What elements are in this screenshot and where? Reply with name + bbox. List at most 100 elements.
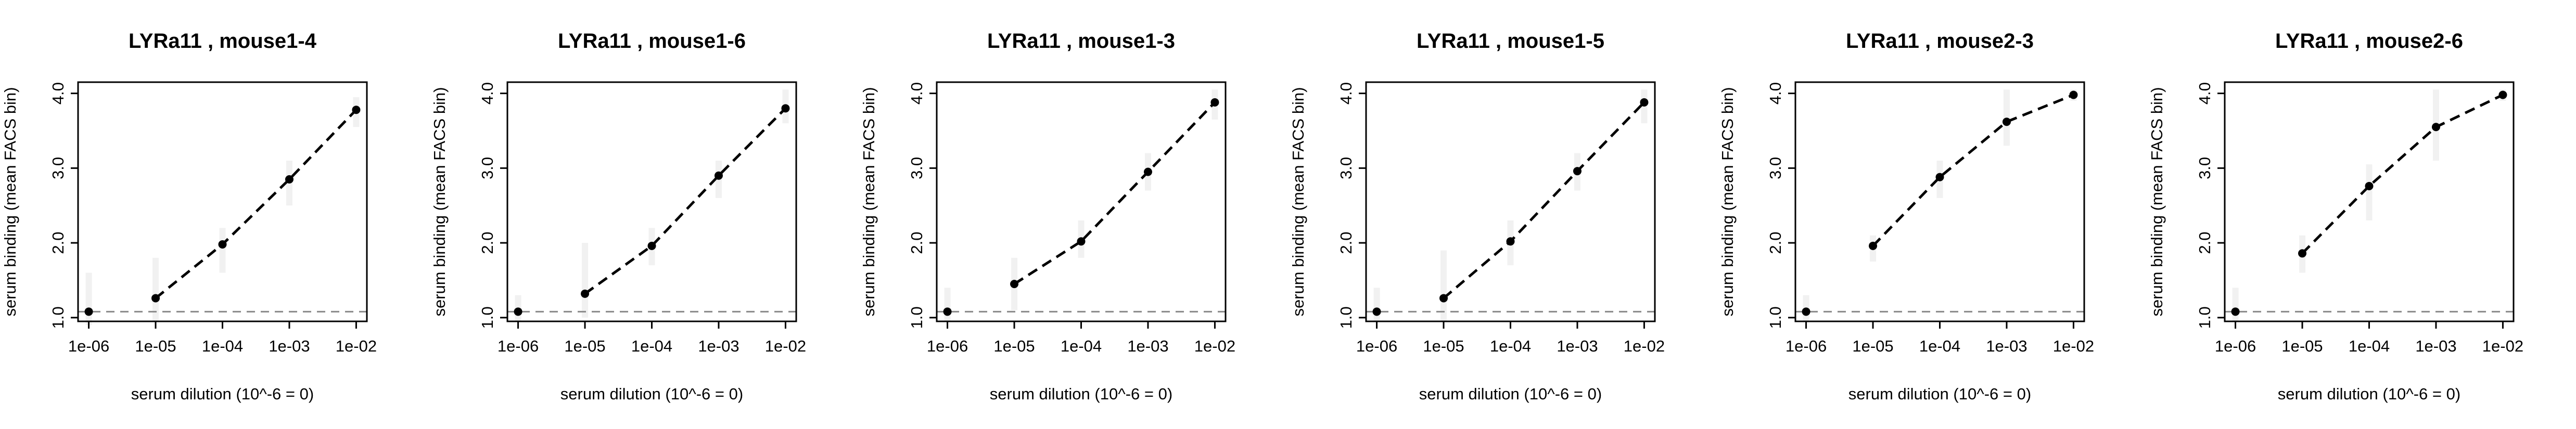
data-point-2	[1010, 280, 1019, 289]
data-point-4	[1143, 167, 1152, 176]
x-tick-label-1: 1e-06	[1786, 337, 1827, 355]
x-axis-label: serum dilution (10^-6 = 0)	[1848, 385, 2031, 403]
y-tick-label-3: 3.0	[49, 157, 67, 179]
chart-panel-2: LYRa11 , mouse1-6 1e-06 1e-05 1e-04 1e-03 1e-…	[430, 30, 806, 403]
data-point-5	[1210, 98, 1219, 107]
x-tick-label-1: 1e-06	[1356, 337, 1397, 355]
data-point-2	[151, 294, 160, 303]
x-tick-label-4: 1e-03	[1557, 337, 1598, 355]
replicate-range-1	[944, 288, 951, 321]
replicate-range-2	[152, 257, 159, 321]
x-tick-label-3: 1e-04	[1490, 337, 1531, 355]
x-tick-label-4: 1e-03	[2415, 337, 2456, 355]
replicate-range-3	[219, 228, 226, 273]
chart-title: LYRa11 , mouse1-3	[987, 30, 1175, 53]
x-tick-label-5: 1e-02	[1194, 337, 1235, 355]
data-point-4	[2431, 123, 2440, 132]
x-tick-label-2: 1e-05	[1423, 337, 1464, 355]
x-axis-label: serum dilution (10^-6 = 0)	[990, 385, 1172, 403]
chart-panel-6: LYRa11 , mouse2-6 1e-06 1e-05 1e-04 1e-03 1e-…	[2148, 30, 2523, 403]
y-tick-label-2: 2.0	[2196, 232, 2214, 254]
plot-frame	[1365, 81, 1656, 322]
plot-frame	[506, 81, 797, 322]
x-tick-label-2: 1e-05	[135, 337, 176, 355]
x-tick-label-1: 1e-06	[68, 337, 109, 355]
data-point-2	[581, 289, 590, 298]
data-point-3	[2365, 181, 2374, 190]
x-axis-label: serum dilution (10^-6 = 0)	[1419, 385, 1602, 403]
y-tick-label-3: 3.0	[1766, 157, 1784, 179]
data-point-5	[2498, 90, 2507, 99]
x-tick-label-5: 1e-02	[336, 337, 377, 355]
x-tick-label-2: 1e-05	[993, 337, 1035, 355]
data-point-2	[1439, 294, 1448, 303]
data-point-3	[218, 240, 227, 249]
x-tick-label-3: 1e-04	[2349, 337, 2390, 355]
data-point-1	[1802, 307, 1810, 316]
series-line	[155, 109, 358, 300]
data-point-1	[1372, 307, 1381, 316]
y-tick-label-3: 3.0	[478, 157, 496, 179]
data-point-1	[2231, 307, 2240, 316]
data-point-4	[285, 175, 294, 184]
plot-frame	[1794, 81, 2085, 322]
y-tick-label-2: 2.0	[908, 232, 926, 254]
x-tick-label-4: 1e-03	[1127, 337, 1168, 355]
y-tick-label-2: 2.0	[1766, 232, 1784, 254]
data-point-2	[1869, 241, 1878, 250]
plot-frame	[77, 81, 368, 322]
y-axis-label: serum binding (mean FACS bin)	[1289, 87, 1307, 316]
y-tick-label-4: 4.0	[908, 82, 926, 105]
data-point-4	[714, 171, 723, 180]
chart-panel-3: LYRa11 , mouse1-3 1e-06 1e-05 1e-04 1e-03 1e-…	[860, 30, 1235, 403]
replicate-range-1	[1373, 288, 1380, 321]
x-tick-label-3: 1e-04	[1061, 337, 1102, 355]
y-axis-label: serum binding (mean FACS bin)	[1718, 87, 1737, 316]
y-tick-label-4: 4.0	[1766, 82, 1784, 105]
y-tick-label-1: 1.0	[49, 306, 67, 329]
data-point-4	[1573, 167, 1582, 176]
chart-panel-5: LYRa11 , mouse2-3 1e-06 1e-05 1e-04 1e-03 1e-…	[1718, 30, 2094, 403]
x-tick-label-1: 1e-06	[498, 337, 539, 355]
replicate-range-3	[2366, 164, 2373, 220]
y-tick-label-1: 1.0	[478, 306, 496, 329]
x-tick-label-5: 1e-02	[2053, 337, 2094, 355]
y-tick-label-3: 3.0	[908, 157, 926, 179]
chart-title: LYRa11 , mouse1-4	[129, 30, 317, 53]
chart-title: LYRa11 , mouse1-6	[558, 30, 746, 53]
series-line	[1443, 101, 1646, 300]
data-point-3	[1935, 173, 1944, 181]
x-tick-label-5: 1e-02	[765, 337, 806, 355]
plot-frame	[936, 81, 1227, 322]
y-tick-label-4: 4.0	[49, 82, 67, 105]
series-line	[2301, 94, 2504, 254]
y-axis-label: serum binding (mean FACS bin)	[1, 87, 19, 316]
x-axis-label: serum dilution (10^-6 = 0)	[131, 385, 314, 403]
chart-title: LYRa11 , mouse2-3	[1846, 30, 2034, 53]
x-tick-label-2: 1e-05	[564, 337, 605, 355]
x-tick-label-1: 1e-06	[927, 337, 968, 355]
data-point-1	[943, 307, 952, 316]
data-point-1	[84, 307, 93, 316]
data-point-3	[647, 241, 656, 250]
x-tick-label-4: 1e-03	[698, 337, 739, 355]
x-tick-label-2: 1e-05	[1852, 337, 1893, 355]
data-point-1	[514, 307, 522, 316]
chart-panel-4: LYRa11 , mouse1-5 1e-06 1e-05 1e-04 1e-03 1e-…	[1289, 30, 1665, 403]
x-tick-label-5: 1e-02	[2482, 337, 2523, 355]
y-tick-label-1: 1.0	[1766, 306, 1784, 329]
y-axis-label: serum binding (mean FACS bin)	[2148, 87, 2166, 316]
y-axis-label: serum binding (mean FACS bin)	[860, 87, 878, 316]
x-tick-label-5: 1e-02	[1624, 337, 1665, 355]
x-tick-label-3: 1e-04	[202, 337, 243, 355]
x-tick-label-4: 1e-03	[269, 337, 310, 355]
y-tick-label-1: 1.0	[2196, 306, 2214, 329]
data-point-5	[352, 106, 361, 114]
x-axis-label: serum dilution (10^-6 = 0)	[2278, 385, 2460, 403]
y-axis-label: serum binding (mean FACS bin)	[430, 87, 449, 316]
data-point-5	[2069, 90, 2078, 99]
y-tick-label-3: 3.0	[2196, 157, 2214, 179]
replicate-range-2	[1440, 250, 1447, 321]
y-tick-label-4: 4.0	[1337, 82, 1355, 105]
